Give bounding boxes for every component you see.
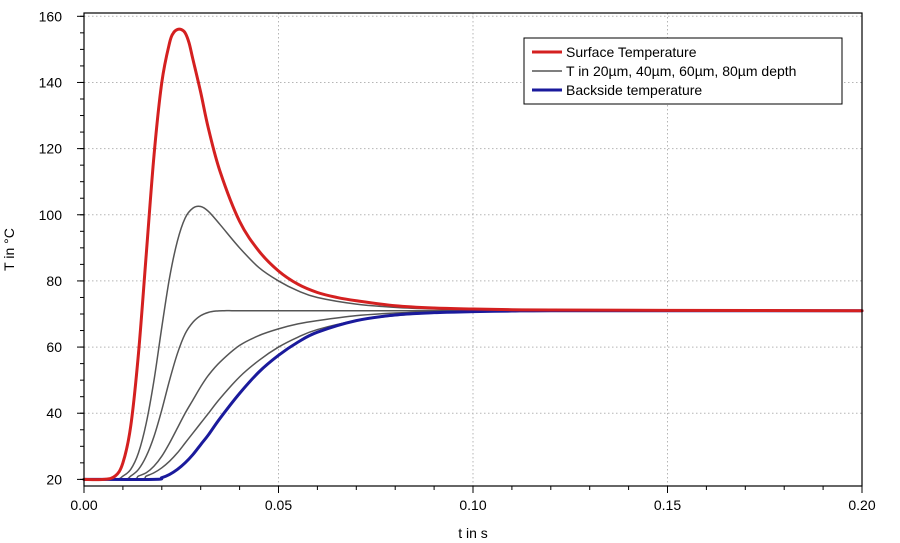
x-axis: 0.00 0.05 0.10 0.15 0.20 <box>70 486 876 513</box>
x-tick-label: 0.20 <box>848 497 875 513</box>
x-tick-label: 0.05 <box>265 497 292 513</box>
x-tick-label: 0.00 <box>70 497 97 513</box>
y-tick-label: 120 <box>39 141 63 157</box>
legend-label-depth: T in 20µm, 40µm, 60µm, 80µm depth <box>566 63 796 79</box>
series-line-t-in-40-m-depth <box>83 309 863 481</box>
y-tick-label: 60 <box>46 339 62 355</box>
y-tick-label: 140 <box>39 74 63 90</box>
y-tick-label: 160 <box>39 8 63 24</box>
y-tick-label: 20 <box>46 471 62 487</box>
x-tick-label: 0.10 <box>459 497 486 513</box>
legend: Surface Temperature T in 20µm, 40µm, 60µ… <box>523 37 843 105</box>
gridlines <box>84 13 862 486</box>
y-tick-label: 100 <box>39 207 63 223</box>
series-line-surface-temperature <box>82 27 864 482</box>
legend-label-backside: Backside temperature <box>566 82 702 98</box>
x-axis-title: t in s <box>458 525 488 541</box>
series-lines <box>82 27 864 482</box>
y-axis: 20 40 60 80 100 120 140 160 <box>39 8 84 487</box>
y-axis-title: T in °C <box>1 228 17 271</box>
legend-box <box>523 37 843 105</box>
legend-label-surface: Surface Temperature <box>566 44 697 60</box>
y-tick-label: 40 <box>46 405 62 421</box>
x-tick-label: 0.15 <box>654 497 681 513</box>
y-tick-label: 80 <box>46 273 62 289</box>
